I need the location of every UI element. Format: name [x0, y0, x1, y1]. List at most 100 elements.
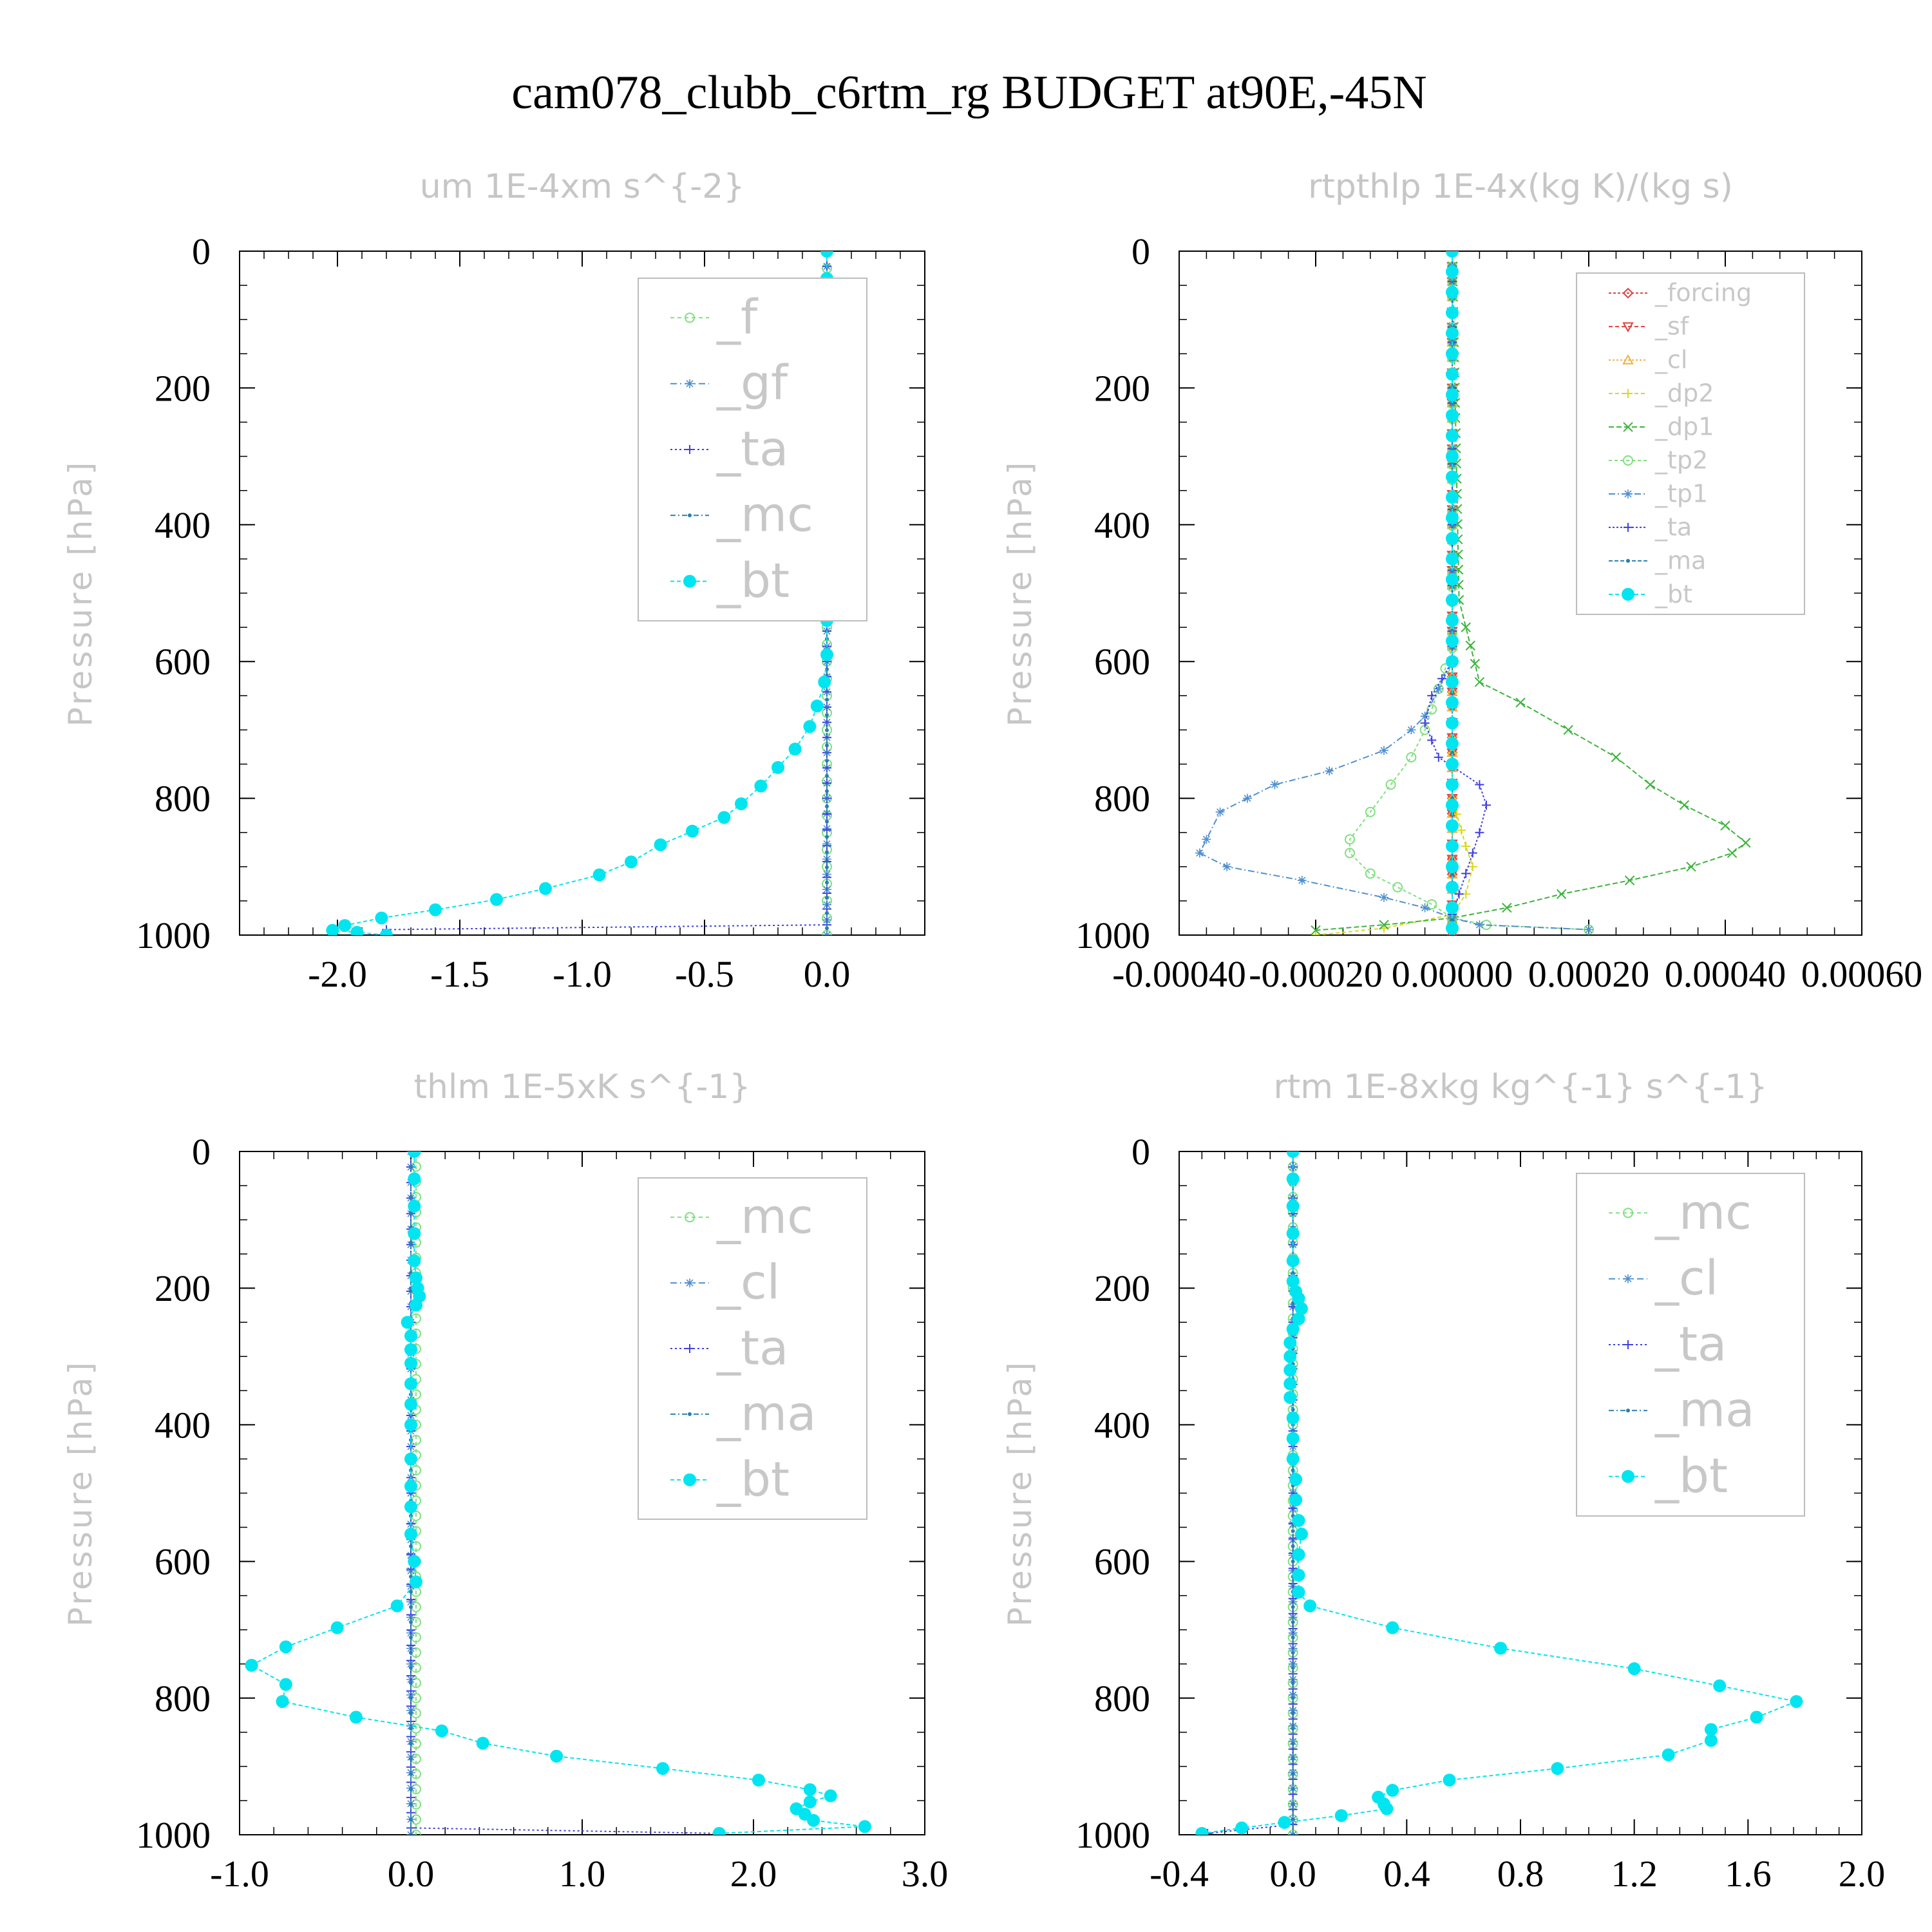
- data-point: [1461, 622, 1471, 632]
- y-tick-label: 800: [1094, 1678, 1150, 1719]
- data-point: [1291, 1559, 1295, 1564]
- data-point: [1437, 674, 1447, 683]
- data-point: [1470, 659, 1481, 669]
- x-tick-label: 3.0: [902, 1853, 949, 1895]
- data-point: [410, 1830, 421, 1835]
- x-tick-label: -0.4: [1150, 1853, 1209, 1895]
- data-point: [1325, 766, 1334, 776]
- y-tick-label: 200: [155, 1267, 211, 1309]
- data-point: [1286, 1432, 1300, 1445]
- data-point: [1515, 697, 1526, 708]
- legend: _forcing _sf _cl _dp2 _dp1 _tp2 _tp1 _ta _ma _bt: [1576, 272, 1805, 615]
- data-point: [1446, 532, 1459, 545]
- y-tick-label: 800: [155, 1678, 211, 1719]
- data-point: [1291, 1772, 1295, 1776]
- data-point: [1446, 265, 1459, 278]
- data-point: [326, 923, 339, 935]
- legend-label: _sf: [1654, 312, 1690, 341]
- data-point: [1446, 491, 1459, 504]
- legend-marker: [685, 1212, 695, 1223]
- legend-marker: [688, 1412, 692, 1416]
- data-point: [1294, 1302, 1308, 1316]
- data-point: [1446, 716, 1459, 730]
- legend-marker: [1626, 1408, 1630, 1413]
- data-point: [330, 1621, 344, 1634]
- data-point: [1584, 925, 1593, 934]
- data-point: [1365, 806, 1376, 817]
- x-tick-label: -2.0: [308, 953, 367, 995]
- data-point: [1446, 593, 1459, 607]
- data-point: [1291, 1757, 1295, 1761]
- y-tick-label: 600: [1094, 1541, 1150, 1583]
- data-point: [408, 1151, 421, 1158]
- legend-marker: [1626, 558, 1630, 563]
- data-point: [803, 1795, 817, 1809]
- data-point: [404, 1343, 417, 1356]
- legend: _mc _cl _ta _ma _bt: [1576, 1173, 1805, 1517]
- series-bt: [1446, 251, 1459, 935]
- legend-marker: [1623, 422, 1633, 432]
- y-tick-label: 0: [192, 1131, 211, 1173]
- legend-marker: [1624, 522, 1633, 532]
- data-point: [1291, 1651, 1295, 1655]
- data-point: [409, 1802, 413, 1806]
- data-point: [825, 911, 829, 915]
- data-point: [1446, 676, 1459, 689]
- y-tick-label: 400: [155, 1404, 211, 1446]
- y-tick-label: 0: [1132, 231, 1150, 272]
- legend-box: [1576, 272, 1805, 615]
- data-point: [1443, 1774, 1456, 1787]
- legend-label: _mc: [716, 1189, 813, 1245]
- data-point: [1450, 446, 1454, 451]
- legend-label: _ta: [716, 421, 788, 477]
- data-point: [822, 931, 831, 935]
- data-point: [408, 1199, 421, 1213]
- data-point: [1291, 1802, 1295, 1806]
- data-point: [1494, 1642, 1508, 1655]
- series-tp2: [1345, 251, 1594, 935]
- data-point: [1446, 799, 1459, 812]
- data-point: [1704, 1734, 1718, 1747]
- data-point: [1303, 1599, 1317, 1613]
- data-point: [1465, 640, 1475, 651]
- data-point: [712, 1826, 726, 1835]
- data-point: [1286, 1274, 1300, 1288]
- legend-label: _ma: [1654, 546, 1706, 574]
- data-point: [409, 1757, 413, 1761]
- data-point: [1645, 779, 1656, 790]
- data-point: [1288, 1737, 1298, 1747]
- data-point: [825, 728, 829, 732]
- data-point: [1461, 841, 1471, 851]
- series-tp1: [1195, 251, 1593, 934]
- data-point: [1474, 677, 1485, 687]
- data-point: [1453, 564, 1464, 575]
- data-point: [409, 1772, 413, 1776]
- x-tick-label: 0.0: [804, 953, 851, 995]
- data-point: [1446, 429, 1459, 442]
- x-tick-label: -0.00020: [1249, 953, 1383, 995]
- data-point: [1292, 1568, 1305, 1582]
- data-point: [788, 743, 802, 756]
- series-group: [1195, 251, 1751, 935]
- data-point: [1291, 1544, 1295, 1549]
- data-point: [1291, 1620, 1295, 1624]
- data-point: [406, 1721, 415, 1731]
- x-tick-label: -0.5: [675, 953, 734, 995]
- data-point: [1243, 793, 1252, 803]
- data-point: [1420, 712, 1430, 721]
- data-point: [825, 773, 829, 778]
- data-point: [279, 1678, 292, 1691]
- y-tick-label: 0: [192, 231, 211, 272]
- data-point: [1446, 614, 1459, 627]
- data-point: [818, 676, 831, 689]
- data-point: [408, 1254, 421, 1267]
- data-point: [1291, 1787, 1295, 1792]
- data-point: [1202, 835, 1211, 844]
- data-point: [1446, 778, 1459, 791]
- data-point: [1222, 862, 1232, 871]
- data-point: [1292, 1312, 1305, 1325]
- legend-marker: [1622, 322, 1634, 333]
- y-tick-label: 400: [1094, 504, 1150, 546]
- data-point: [1386, 1621, 1399, 1634]
- legend-marker: [1624, 389, 1633, 399]
